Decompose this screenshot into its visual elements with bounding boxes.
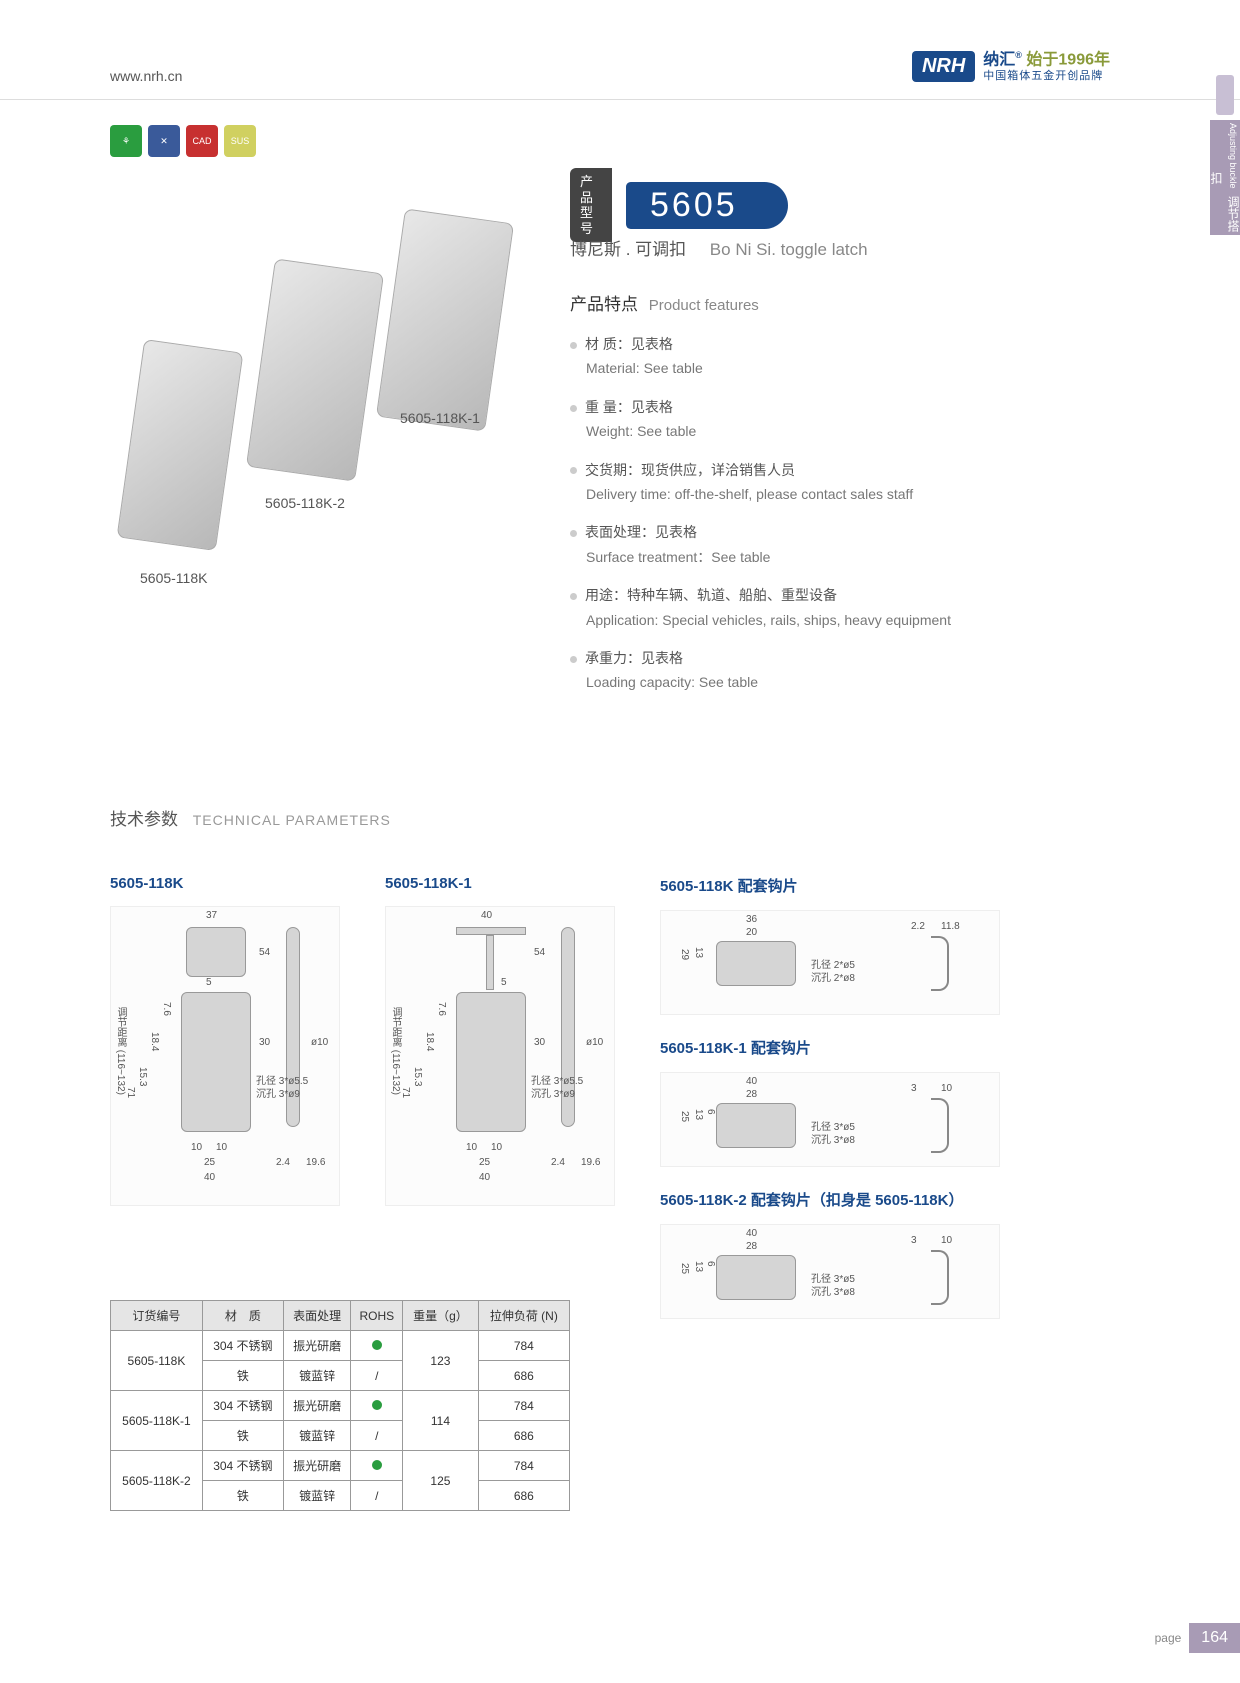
model-number: 5605 [626, 182, 788, 229]
tech-section: 技术参数 TECHNICAL PARAMETERS [110, 805, 1110, 830]
site-url: www.nrh.cn [110, 68, 182, 84]
logo-badge: NRH [912, 51, 975, 82]
data-table: 订货编号材 质表面处理ROHS重量（g）拉伸负荷 (N) 5605-118K30… [110, 1300, 570, 1511]
logo-block: NRH 纳汇® 始于1996年 中国箱体五金开创品牌 [912, 50, 1110, 83]
plate-diagram: 36202913孔径 2*ø5沉孔 2*ø82.211.8 [660, 910, 1000, 1015]
page-footer: page 164 [1155, 1623, 1240, 1653]
table-header: 拉伸负荷 (N) [478, 1301, 569, 1331]
feature-item: 承重力：见表格Loading capacity: See table [570, 647, 1030, 694]
feature-item: 表面处理：见表格Surface treatment：See table [570, 521, 1030, 568]
plate-diagram: 402825136孔径 3*ø5沉孔 3*ø8310 [660, 1072, 1000, 1167]
badge-icon: SUS [224, 125, 256, 157]
badge-icon: CAD [186, 125, 218, 157]
table-row: 5605-118K-1304 不锈钢振光研磨114784 [111, 1391, 570, 1421]
tech-title: 技术参数 TECHNICAL PARAMETERS [110, 805, 1110, 830]
features-title: 产品特点 Product features [570, 290, 1030, 315]
table-row: 5605-118K-2304 不锈钢振光研磨125784 [111, 1451, 570, 1481]
plate-title: 5605-118K 配套钩片 [660, 875, 1060, 896]
logo-text: 纳汇® 始于1996年 中国箱体五金开创品牌 [983, 50, 1110, 83]
table-header: 表面处理 [283, 1301, 351, 1331]
model-row: 产品 型号 5605 [570, 168, 788, 242]
side-tab: Adjusting buckle 调节搭扣 [1210, 120, 1240, 235]
diagram-1: 37 54 5 7.6 18.4 15.3 71 调节距离 (116~132) … [110, 906, 340, 1206]
page-number: 164 [1189, 1623, 1240, 1653]
diagram-2-title: 5605-118K-1 [385, 875, 635, 892]
diagram-1-title: 5605-118K [110, 875, 360, 892]
features: 产品特点 Product features 材 质：见表格Material: S… [570, 290, 1030, 710]
product-images: 5605-118K-1 5605-118K-2 5605-118K [120, 215, 560, 615]
feature-item: 材 质：见表格Material: See table [570, 333, 1030, 380]
table-header: ROHS [351, 1301, 403, 1331]
logo-year: 始于1996年 [1026, 51, 1110, 68]
table-header: 重量（g） [403, 1301, 478, 1331]
plate-title: 5605-118K-1 配套钩片 [660, 1037, 1060, 1058]
diagram-2: 40 54 5 7.6 18.4 15.3 71 调节距离 (116~132) … [385, 906, 615, 1206]
feature-item: 交货期：现货供应，详洽销售人员Delivery time: off-the-sh… [570, 459, 1030, 506]
header: www.nrh.cn NRH 纳汇® 始于1996年 中国箱体五金开创品牌 [0, 50, 1240, 100]
badge-icon: ⚘ [110, 125, 142, 157]
table-header: 订货编号 [111, 1301, 203, 1331]
logo-tagline: 中国箱体五金开创品牌 [983, 70, 1110, 83]
side-clasp-icon [1216, 75, 1234, 115]
plate-title: 5605-118K-2 配套钩片（扣身是 5605-118K） [660, 1189, 1060, 1210]
feature-item: 用途：特种车辆、轨道、船舶、重型设备Application: Special v… [570, 584, 1030, 631]
table-row: 5605-118K304 不锈钢振光研磨123784 [111, 1331, 570, 1361]
table-header: 材 质 [202, 1301, 283, 1331]
plate-diagram: 402825136孔径 3*ø5沉孔 3*ø8310 [660, 1224, 1000, 1319]
icon-row: ⚘✕CADSUS [110, 125, 256, 157]
logo-brand: 纳汇 [983, 51, 1015, 68]
model-label: 产品 型号 [570, 168, 612, 242]
badge-icon: ✕ [148, 125, 180, 157]
feature-item: 重 量：见表格Weight: See table [570, 396, 1030, 443]
subtitle: 博尼斯 . 可调扣 Bo Ni Si. toggle latch [570, 235, 868, 260]
